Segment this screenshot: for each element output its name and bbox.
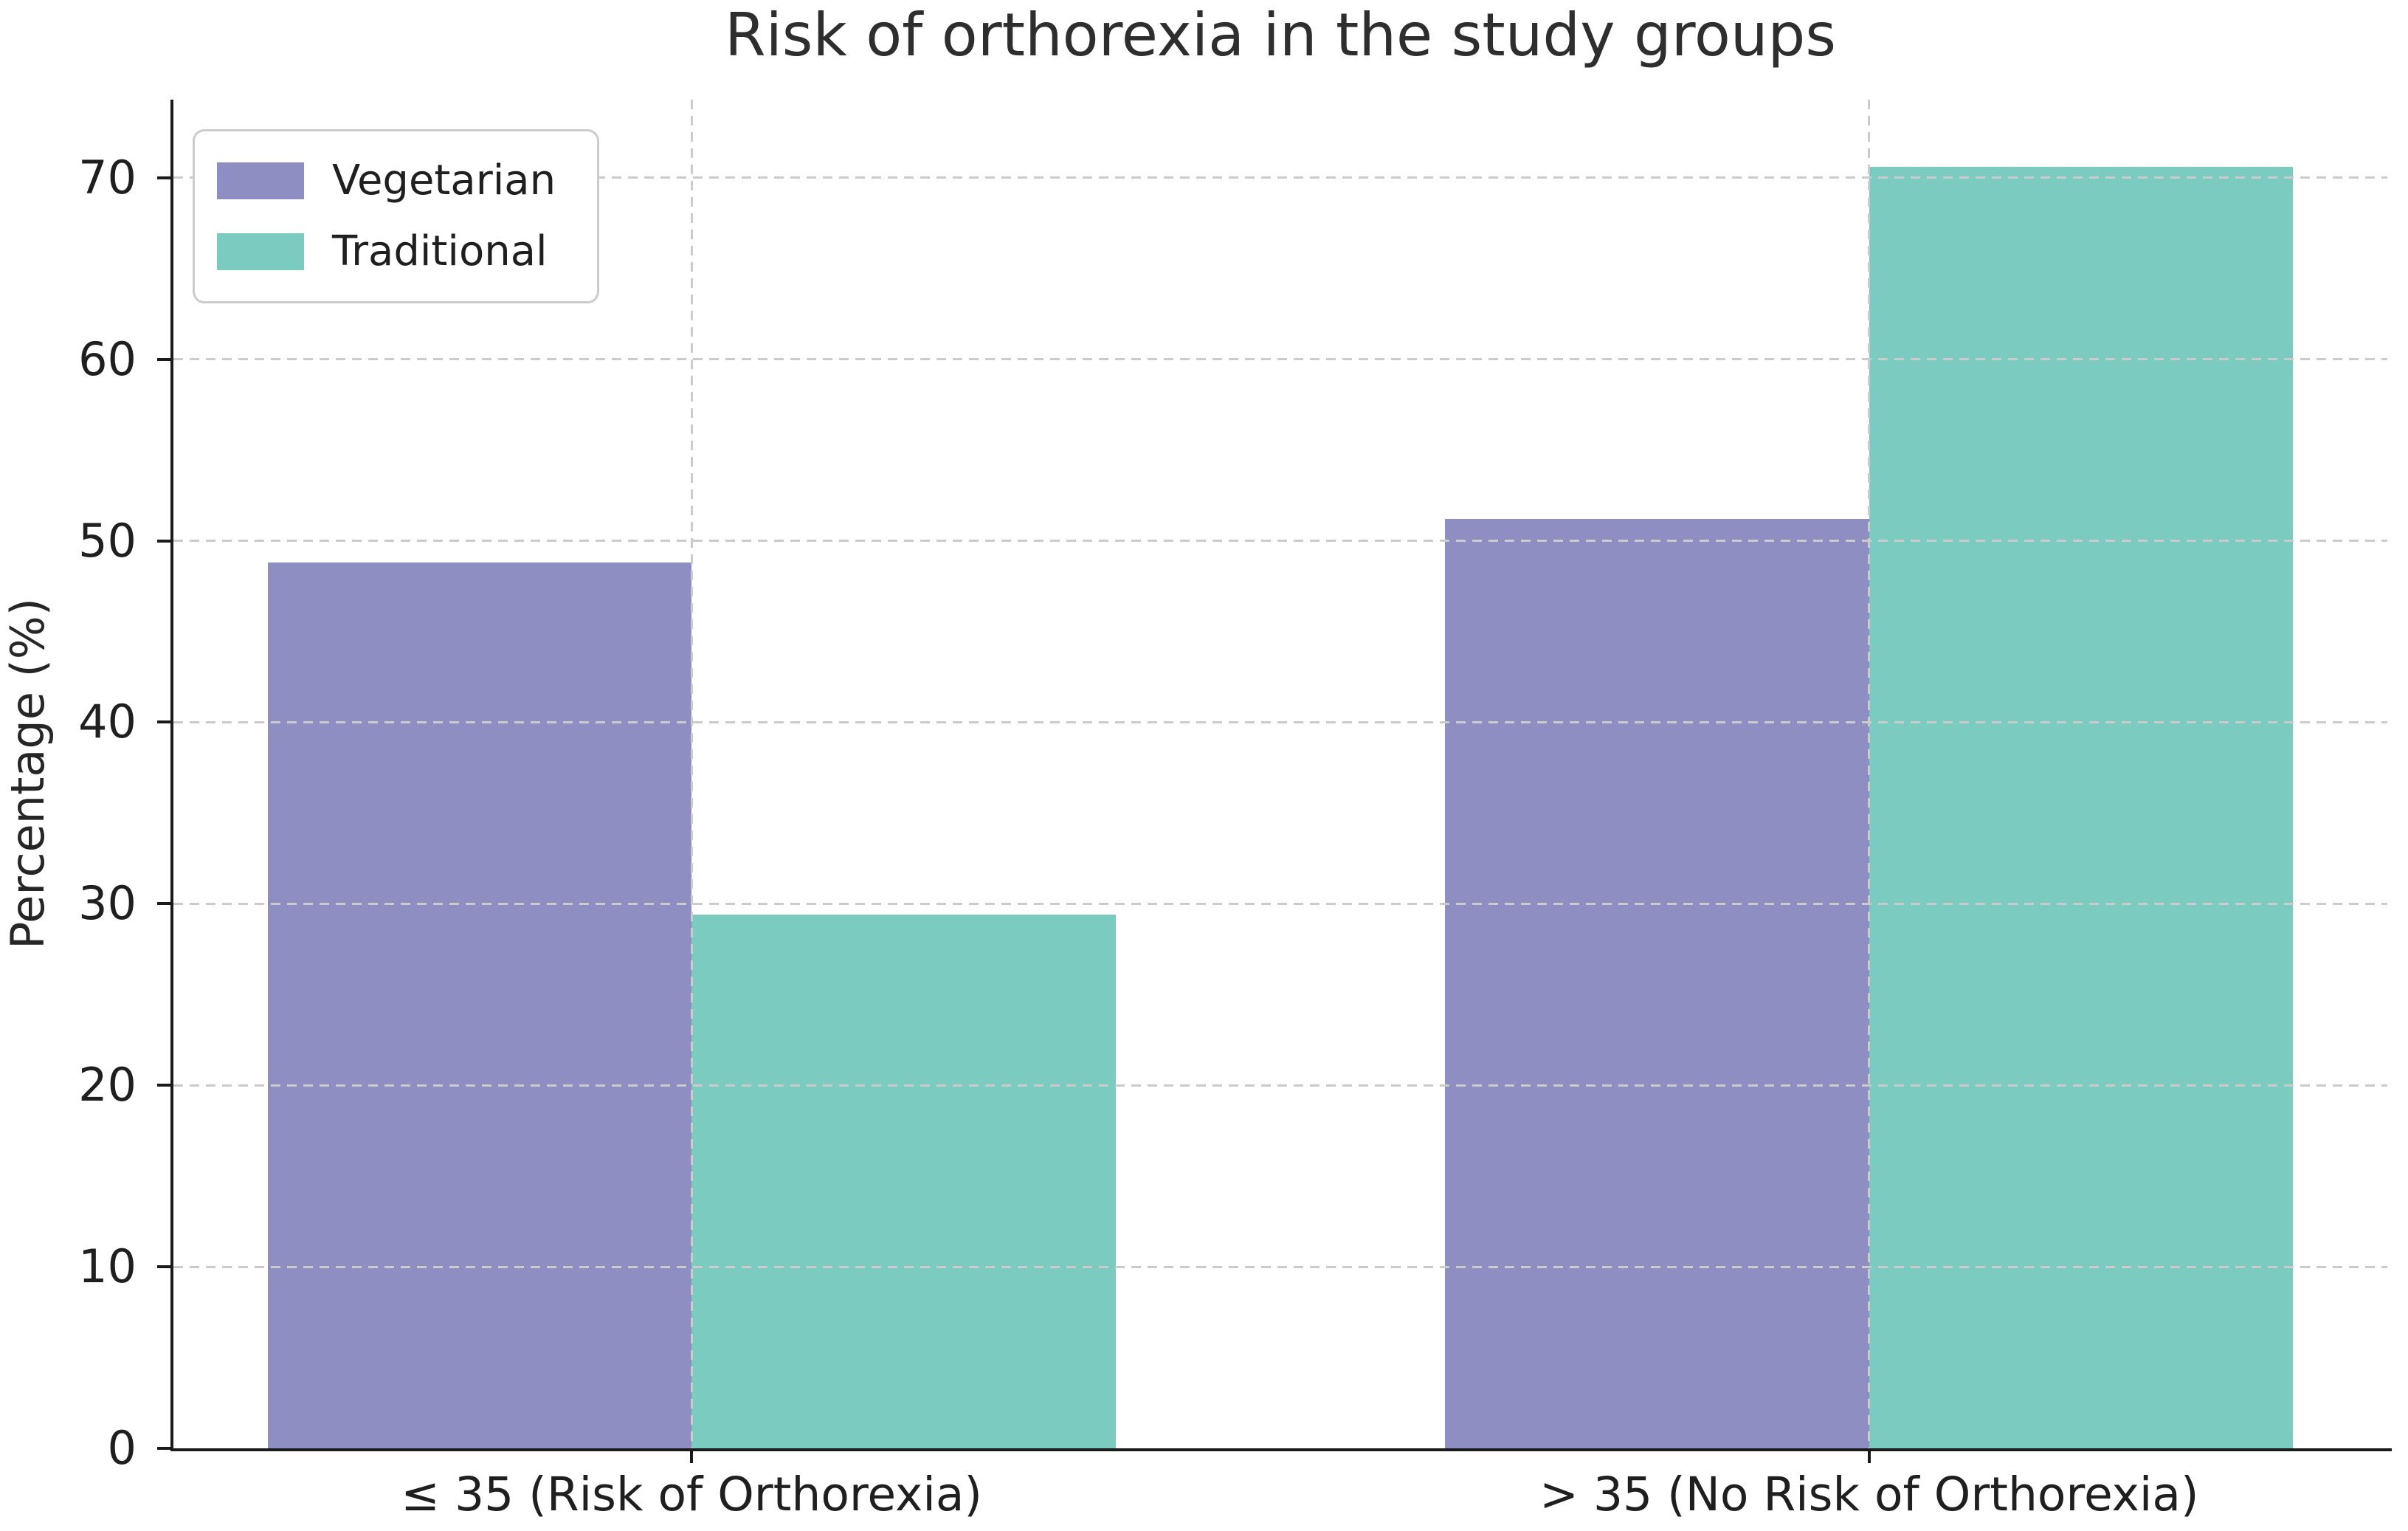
x-tick-label-0: ≤ 35 (Risk of Orthorexia) <box>401 1468 983 1521</box>
y-tick-label-30: 30 <box>78 876 137 931</box>
h-gridline-30 <box>173 902 2387 905</box>
legend-label-traditional: Traditional <box>332 227 548 275</box>
y-tick-mark-70 <box>157 176 170 179</box>
y-tick-mark-20 <box>157 1084 170 1087</box>
h-gridline-50 <box>173 540 2387 543</box>
h-gridline-20 <box>173 1084 2387 1087</box>
y-tick-label-40: 40 <box>78 695 137 749</box>
legend-item-traditional: Traditional <box>217 221 556 282</box>
chart-title: Risk of orthorexia in the study groups <box>724 1 1836 69</box>
legend-item-vegetarian: Vegetarian <box>217 151 556 211</box>
x-axis-spine <box>170 1448 2392 1451</box>
y-tick-label-0: 0 <box>107 1421 137 1475</box>
y-tick-mark-40 <box>157 720 170 724</box>
bar-vegetarian-group1 <box>1445 519 1869 1448</box>
axis-ticks-layer: 0 10 20 30 40 50 60 70 ≤ 35 (Risk of Orthorexia)… <box>78 100 2387 1521</box>
h-gridline-60 <box>173 358 2387 361</box>
legend: Vegetarian Traditional <box>193 129 600 303</box>
x-tick-label-1: > 35 (No Risk of Orthorexia) <box>1539 1468 2199 1521</box>
bar-traditional-group0 <box>691 915 1116 1448</box>
y-tick-mark-0 <box>157 1447 170 1450</box>
plot-area: 0 10 20 30 40 50 60 70 ≤ 35 (Risk of Orthorexia)… <box>78 100 2392 1521</box>
bar-traditional-group1 <box>1869 166 2294 1448</box>
y-axis-spine <box>170 100 173 1451</box>
y-tick-label-10: 10 <box>78 1239 137 1294</box>
v-gridline-1 <box>1868 100 1871 1448</box>
y-tick-mark-10 <box>157 1265 170 1269</box>
y-tick-mark-50 <box>157 539 170 543</box>
x-tick-mark-0 <box>690 1448 694 1463</box>
h-gridline-70 <box>173 176 2387 179</box>
gridlines-layer <box>173 100 2387 1448</box>
y-tick-label-20: 20 <box>78 1058 137 1112</box>
legend-swatch-vegetarian <box>217 162 304 199</box>
y-tick-mark-60 <box>157 357 170 361</box>
y-tick-label-50: 50 <box>78 513 137 568</box>
y-tick-label-60: 60 <box>78 331 137 386</box>
h-gridline-10 <box>173 1265 2387 1268</box>
v-gridline-0 <box>690 100 693 1448</box>
bars-layer <box>173 100 2387 1448</box>
x-tick-mark-1 <box>1867 1448 1871 1463</box>
legend-label-vegetarian: Vegetarian <box>332 156 556 204</box>
y-tick-label-70: 70 <box>78 150 137 204</box>
bar-vegetarian-group0 <box>267 562 692 1448</box>
legend-swatch-traditional <box>217 233 304 270</box>
y-tick-mark-30 <box>157 902 170 906</box>
h-gridline-40 <box>173 720 2387 723</box>
